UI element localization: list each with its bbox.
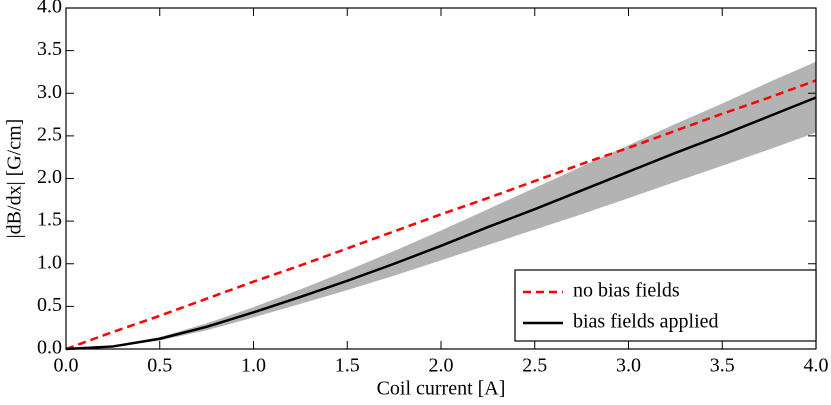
y-axis-label: |dB/dx| [G/cm] <box>4 119 26 239</box>
y-tick-label: 0.0 <box>37 337 62 359</box>
x-tick-label: 1.0 <box>241 355 266 377</box>
y-tick-label: 2.5 <box>37 123 62 145</box>
x-tick-label: 4.0 <box>804 355 829 377</box>
series-line <box>65 96 817 351</box>
y-tick-label: 3.0 <box>37 81 62 103</box>
y-tick-label: 4.0 <box>37 0 62 18</box>
x-tick-label: 3.5 <box>710 355 735 377</box>
legend-label: no bias fields <box>573 280 680 302</box>
x-tick-label: 2.5 <box>522 355 547 377</box>
x-tick-label: 0.5 <box>147 355 172 377</box>
legend-box <box>514 269 817 342</box>
x-tick-label: 0.0 <box>54 355 79 377</box>
x-tick-label: 1.5 <box>335 355 360 377</box>
y-tick-label: 0.5 <box>37 294 62 316</box>
legend-label: bias fields applied <box>573 311 719 333</box>
x-tick-label: 2.0 <box>429 355 454 377</box>
y-tick-label: 2.0 <box>37 166 62 188</box>
y-tick-label: 1.5 <box>37 209 62 231</box>
y-tick-label: 1.0 <box>37 251 62 273</box>
x-tick-label: 3.0 <box>616 355 641 377</box>
y-tick-label: 3.5 <box>37 38 62 60</box>
series-line <box>65 79 817 351</box>
x-axis-label: Coil current [A] <box>377 378 506 400</box>
